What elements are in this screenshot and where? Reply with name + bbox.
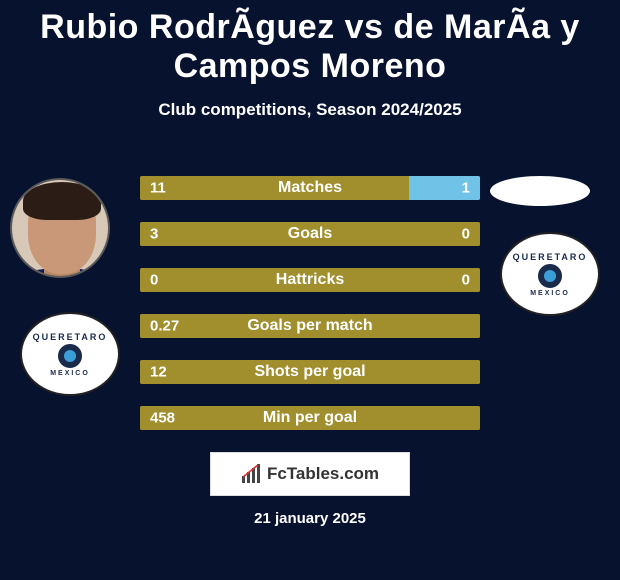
- stats-card: Rubio RodrÃ­guez vs de MarÃ­a y Campos M…: [0, 0, 620, 580]
- player-right-placeholder: [490, 176, 590, 206]
- stat-value-right: 0: [462, 226, 470, 243]
- stat-row: Shots per goal 12: [140, 360, 480, 384]
- avatar-silhouette: [12, 180, 108, 276]
- badge-right-bottom-text: MEXICO: [530, 290, 570, 297]
- stat-label: Min per goal: [263, 409, 357, 427]
- page-title: Rubio RodrÃ­guez vs de MarÃ­a y Campos M…: [0, 8, 620, 86]
- stat-value-left: 3: [150, 226, 158, 243]
- player-left-avatar: [10, 178, 110, 278]
- stat-value-left: 12: [150, 364, 167, 381]
- stat-value-right: 1: [462, 180, 470, 197]
- stat-value-right: 0: [462, 272, 470, 289]
- stat-label: Goals: [288, 225, 332, 243]
- logo-chart-icon: [241, 464, 261, 484]
- badge-right-top-text: QUERETARO: [513, 252, 588, 262]
- fctables-logo[interactable]: FcTables.com: [210, 452, 410, 496]
- club-badge-left: QUERETARO MEXICO: [20, 312, 120, 396]
- stat-value-left: 0.27: [150, 318, 179, 335]
- stat-label: Shots per goal: [254, 363, 365, 381]
- club-badge-right: QUERETARO MEXICO: [500, 232, 600, 316]
- badge-left-bottom-text: MEXICO: [50, 370, 90, 377]
- date-text: 21 january 2025: [254, 510, 366, 527]
- stat-value-left: 0: [150, 272, 158, 289]
- stat-row: Min per goal 458: [140, 406, 480, 430]
- stat-row: Matches111: [140, 176, 480, 200]
- stat-bars: Matches111Goals30Hattricks00Goals per ma…: [140, 176, 480, 430]
- stat-label: Goals per match: [247, 317, 372, 335]
- stat-label: Hattricks: [276, 271, 344, 289]
- badge-ball-icon: [58, 344, 82, 368]
- stat-row: Hattricks 0 0: [140, 268, 480, 292]
- club-badge-inner: QUERETARO MEXICO: [507, 238, 593, 310]
- stat-fill-left: [140, 176, 409, 200]
- stat-row: Goals 3 0: [140, 222, 480, 246]
- badge-left-top-text: QUERETARO: [33, 332, 108, 342]
- stat-row: Goals per match 0.27: [140, 314, 480, 338]
- club-badge-inner: QUERETARO MEXICO: [27, 318, 113, 390]
- subtitle: Club competitions, Season 2024/2025: [0, 100, 620, 120]
- logo-text: FcTables.com: [267, 464, 379, 484]
- stat-value-left: 11: [150, 180, 166, 197]
- stat-label: Matches: [278, 179, 342, 197]
- stat-value-left: 458: [150, 410, 175, 427]
- badge-ball-icon: [538, 264, 562, 288]
